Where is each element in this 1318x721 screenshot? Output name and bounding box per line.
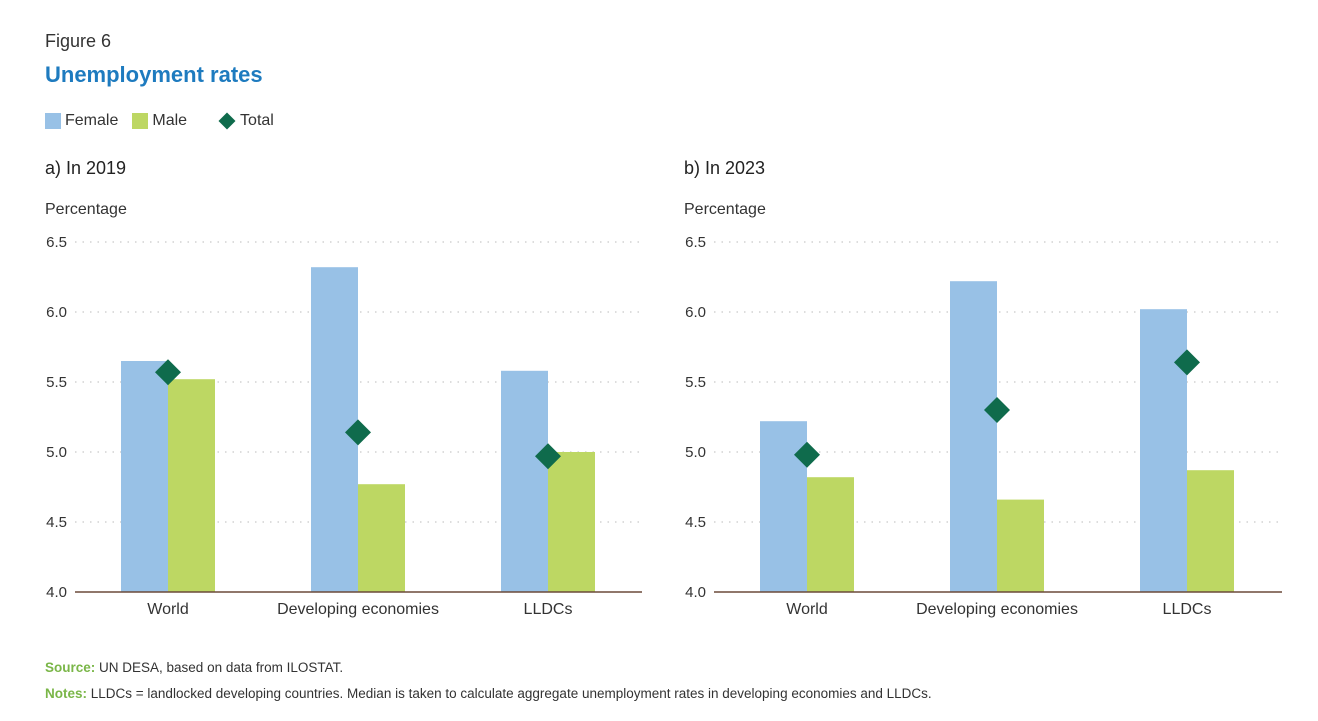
- marker-total-a: [155, 359, 181, 386]
- y-axis-label-a: Percentage: [45, 201, 127, 218]
- legend-item-total: Total: [201, 112, 274, 130]
- y-tick-label-a: 6.5: [46, 234, 67, 251]
- y-tick-label-b: 5.5: [685, 374, 706, 391]
- x-tick-label-a: World: [147, 601, 189, 618]
- bar-male-a: [548, 452, 595, 592]
- y-tick-label-a: 4.0: [46, 584, 67, 601]
- source-key: Source:: [45, 660, 96, 675]
- x-tick-label-b: LLDCs: [1163, 601, 1212, 618]
- bar-male-b: [1187, 470, 1234, 592]
- source-note: Source: UN DESA, based on data from ILOS…: [45, 655, 932, 681]
- bar-male-b: [807, 477, 854, 592]
- chart-title: Unemployment rates: [45, 62, 263, 87]
- y-tick-label-b: 6.0: [685, 304, 706, 321]
- legend: Female Male Total: [45, 111, 288, 131]
- x-tick-label-b: Developing economies: [916, 601, 1078, 618]
- marker-total-b: [984, 397, 1010, 423]
- y-tick-label-b: 5.0: [685, 444, 706, 461]
- legend-item-female: Female: [45, 112, 118, 130]
- bar-female-b: [950, 281, 997, 592]
- footnotes: Source: UN DESA, based on data from ILOS…: [45, 655, 932, 707]
- bar-male-a: [358, 484, 405, 592]
- legend-swatch-male: [132, 113, 149, 129]
- legend-label-female: Female: [65, 112, 119, 129]
- legend-label-total: Total: [240, 112, 274, 129]
- figure-label: Figure 6: [45, 31, 112, 51]
- y-axis-label-b: Percentage: [684, 201, 766, 218]
- bar-female-b: [760, 421, 807, 592]
- legend-swatch-female: [45, 113, 61, 129]
- legend-label-male: Male: [152, 112, 188, 129]
- y-tick-label-b: 6.5: [685, 234, 706, 251]
- x-tick-label-a: Developing economies: [277, 601, 439, 618]
- y-tick-label-a: 5.5: [46, 374, 67, 391]
- marker-total-a: [345, 419, 371, 446]
- bar-male-b: [997, 499, 1044, 592]
- y-tick-label-b: 4.5: [685, 514, 706, 531]
- bar-female-b: [1140, 309, 1187, 592]
- x-tick-label-a: LLDCs: [524, 601, 573, 618]
- panel-title-a: a) In 2019: [45, 158, 126, 178]
- notes-note: Notes: LLDCs = landlocked developing cou…: [45, 681, 932, 707]
- marker-total-a: [535, 443, 561, 470]
- bar-male-a: [168, 379, 215, 592]
- y-tick-label-a: 6.0: [46, 304, 67, 321]
- notes-text: LLDCs = landlocked developing countries.…: [87, 686, 932, 701]
- marker-total-b: [794, 441, 820, 468]
- notes-key: Notes:: [45, 686, 88, 701]
- marker-total-b: [1174, 349, 1200, 376]
- y-tick-label-a: 5.0: [46, 444, 67, 461]
- y-tick-label-a: 4.5: [46, 514, 67, 531]
- y-tick-label-b: 4.0: [685, 584, 706, 601]
- legend-item-male: Male: [132, 112, 187, 130]
- source-text: UN DESA, based on data from ILOSTAT.: [95, 660, 344, 675]
- bar-female-a: [501, 370, 548, 592]
- panel-title-b: b) In 2023: [684, 158, 765, 178]
- bar-female-a: [121, 361, 168, 592]
- x-tick-label-b: World: [786, 601, 828, 618]
